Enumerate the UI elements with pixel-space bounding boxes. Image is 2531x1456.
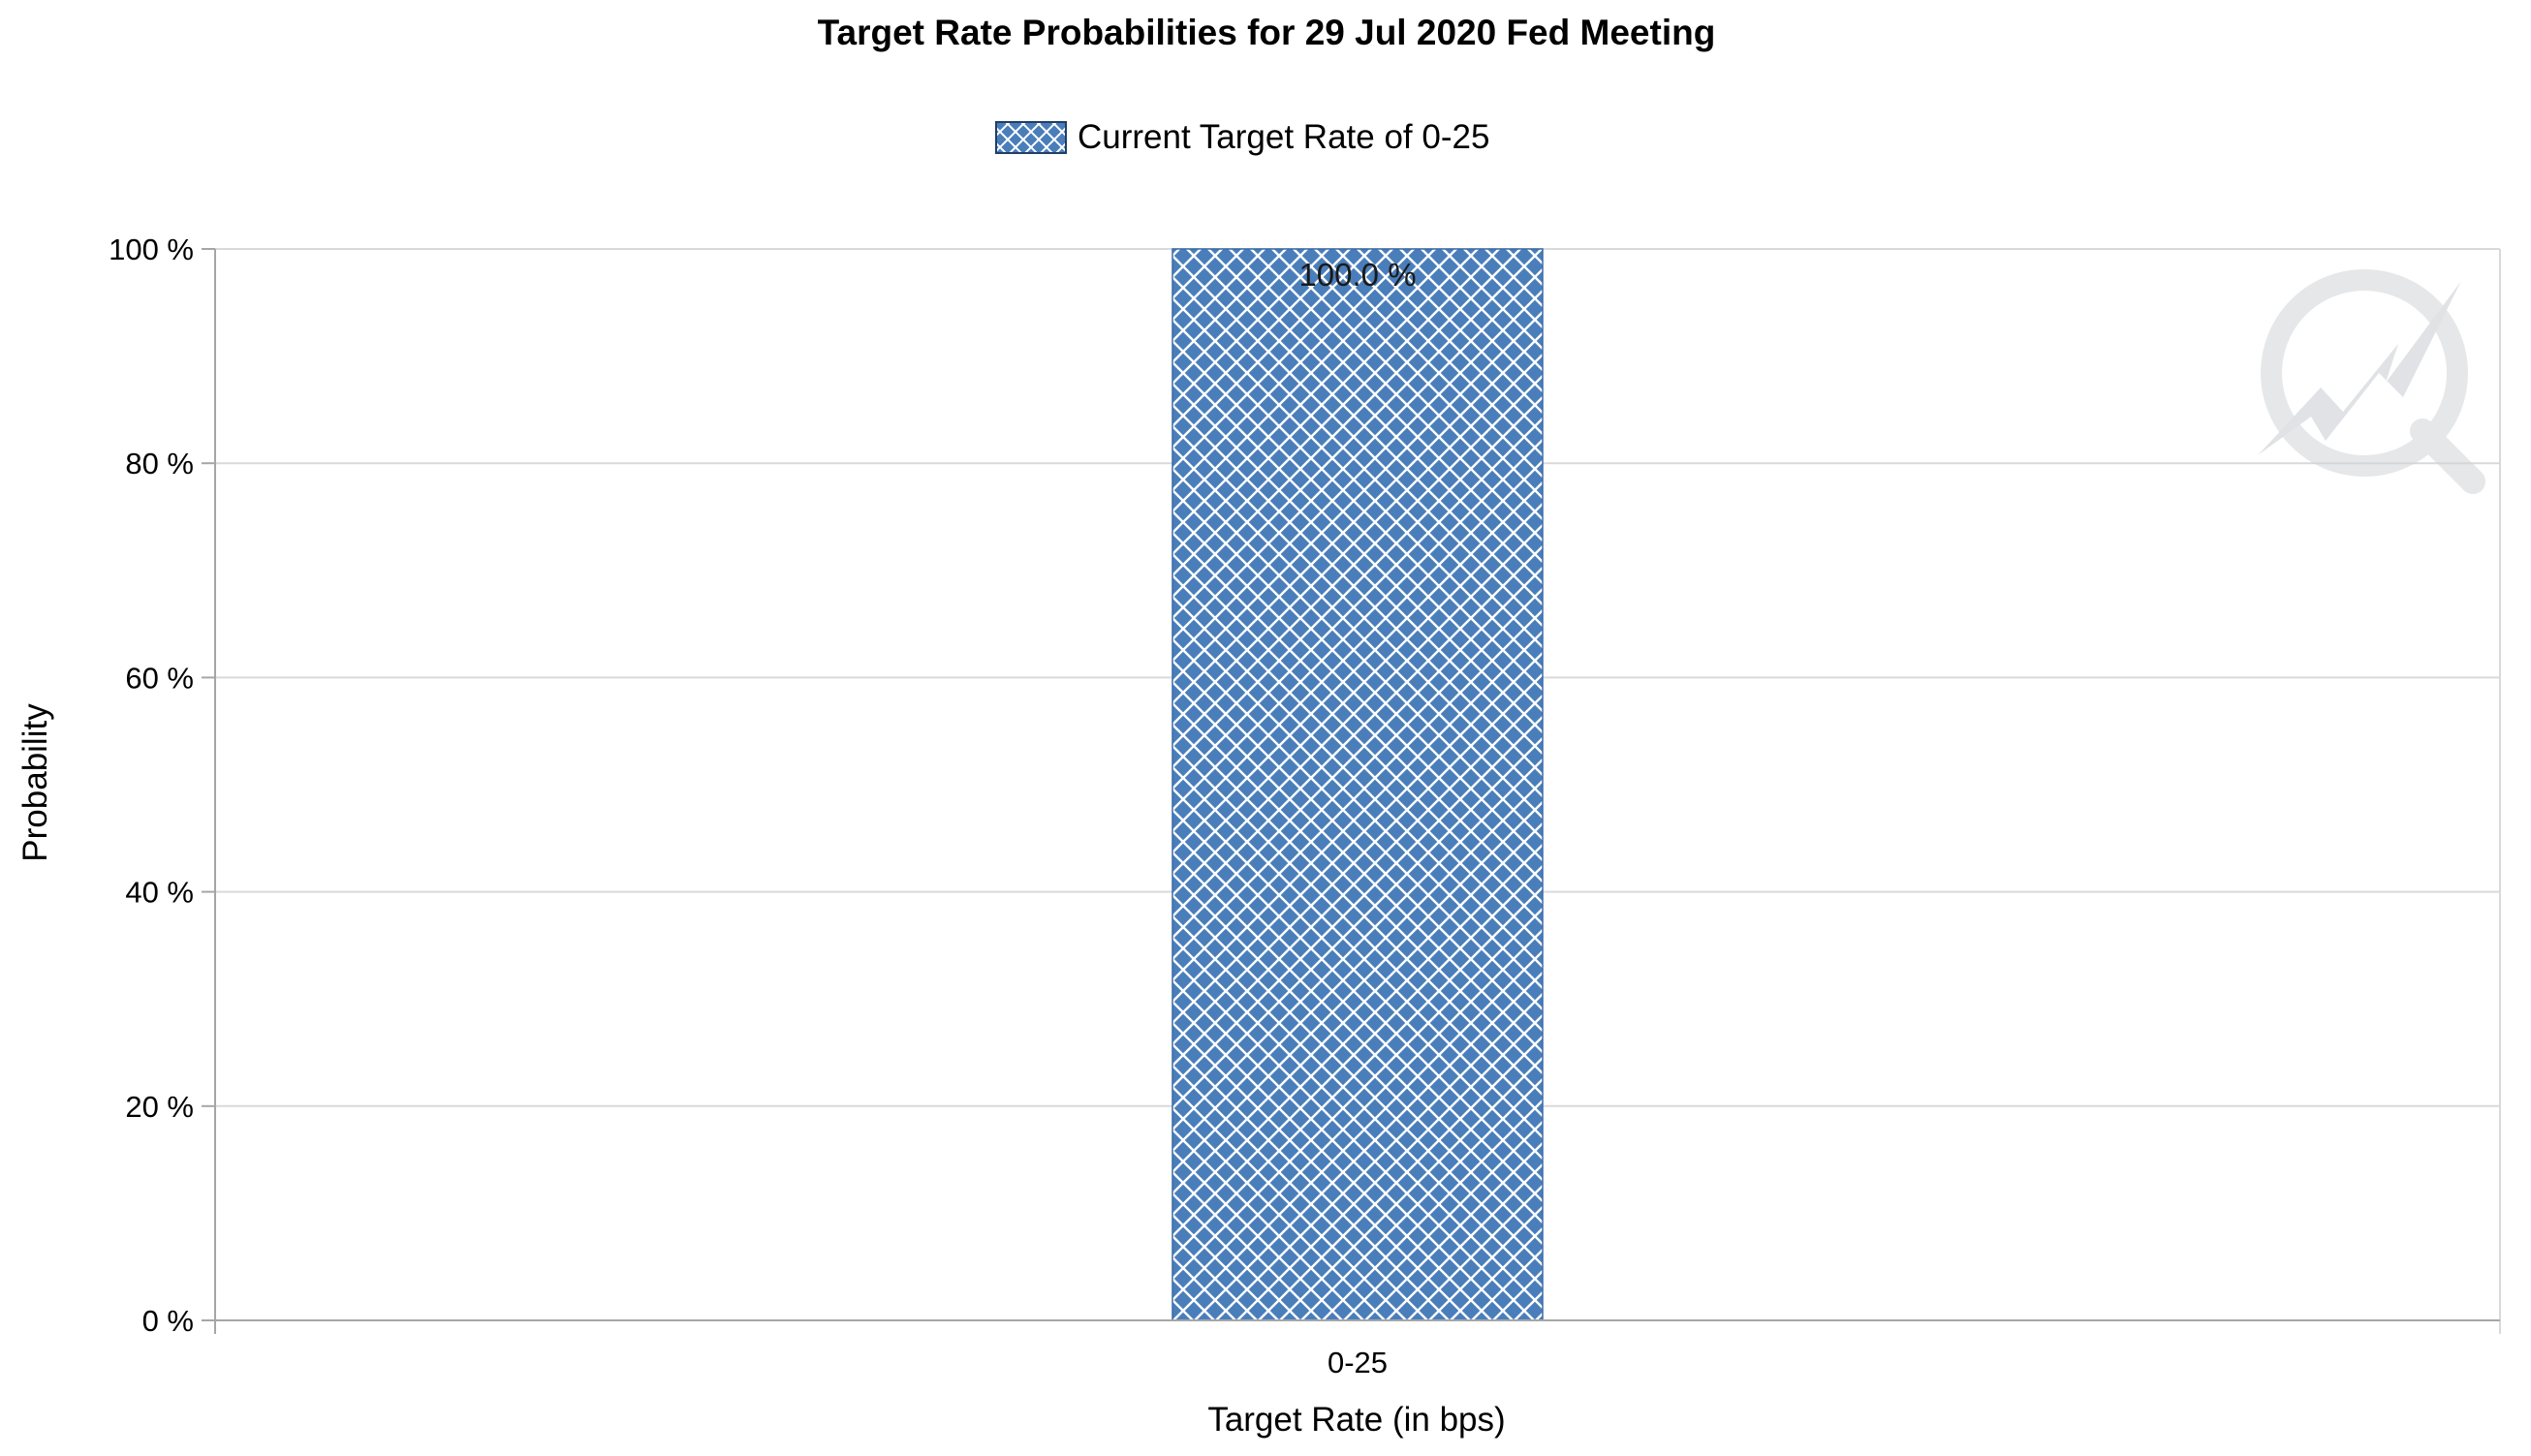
- watermark-logo-icon: [2258, 269, 2485, 494]
- y-tick-label: 20 %: [125, 1090, 194, 1124]
- bars: [1172, 248, 1544, 1321]
- y-tick-label: 100 %: [109, 232, 194, 266]
- axes: [202, 248, 2500, 1334]
- bar: [1172, 248, 1544, 1321]
- chart-title: Target Rate Probabilities for 29 Jul 202…: [818, 13, 1716, 52]
- y-tick-label: 40 %: [125, 876, 194, 910]
- tick-labels: 0 % 20 % 40 % 60 % 80 % 100 % 100.0 % 0-25: [109, 232, 1416, 1379]
- legend-label: Current Target Rate of 0-25: [1078, 118, 1489, 156]
- x-tick-label: 0-25: [1328, 1346, 1388, 1379]
- x-axis-title: Target Rate (in bps): [1207, 1401, 1505, 1439]
- y-tick-label: 80 %: [125, 447, 194, 480]
- y-axis-title: Probability: [16, 703, 54, 862]
- y-tick-label: 60 %: [125, 661, 194, 695]
- legend: Current Target Rate of 0-25: [995, 118, 1489, 156]
- legend-swatch: [995, 121, 1067, 154]
- bar-data-label: 100.0 %: [1298, 257, 1416, 293]
- y-tick-label: 0 %: [142, 1304, 194, 1338]
